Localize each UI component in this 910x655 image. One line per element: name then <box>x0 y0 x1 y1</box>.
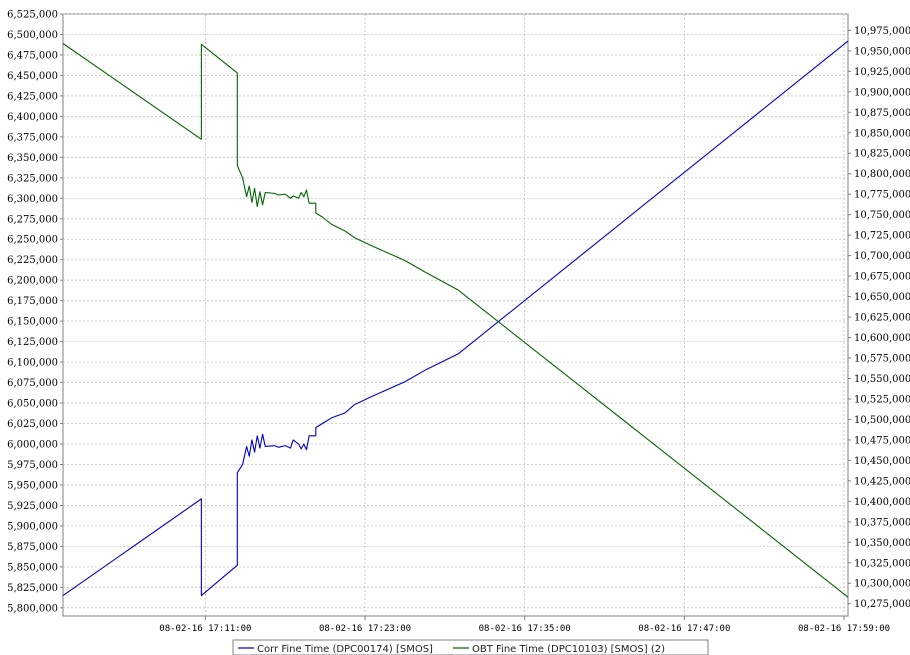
right-axis-tick-label: 10,275,000 <box>854 599 910 610</box>
left-axis-tick-label: 6,450,000 <box>7 71 58 82</box>
x-axis-tick-label: 08-02-16 17:59:00 <box>798 624 890 634</box>
left-axis-tick-label: 5,900,000 <box>7 521 58 532</box>
left-axis-tick-label: 6,150,000 <box>7 317 58 328</box>
right-axis-tick-label: 10,425,000 <box>854 476 910 487</box>
series-lines <box>62 40 849 598</box>
right-axis-tick-label: 10,350,000 <box>854 538 910 549</box>
left-y-axis: 5,800,000 5,825,000 5,850,000 5,875,000 5,90… <box>7 10 63 614</box>
x-axis-tick-label: 08-02-16 17:35:00 <box>479 624 571 634</box>
right-axis-tick-label: 10,475,000 <box>854 435 910 446</box>
x-axis-tick-label: 08-02-16 17:23:00 <box>319 624 411 634</box>
left-axis-tick-label: 5,925,000 <box>7 501 58 512</box>
left-axis-tick-label: 6,325,000 <box>7 173 58 184</box>
left-axis-tick-label: 6,300,000 <box>7 194 58 205</box>
right-axis-tick-label: 10,550,000 <box>854 374 910 385</box>
legend: Corr Fine Time (DPC00174) [SMOS] OBT Fin… <box>232 639 709 655</box>
legend-label-obt: OBT Fine Time (DPC10103) [SMOS] (2) <box>472 644 665 655</box>
right-axis-tick-label: 10,875,000 <box>854 108 910 119</box>
left-axis-tick-label: 6,500,000 <box>7 30 58 41</box>
left-axis-tick-label: 5,950,000 <box>7 480 58 491</box>
left-axis-tick-label: 5,850,000 <box>7 562 58 573</box>
right-axis-tick-label: 10,900,000 <box>854 87 910 98</box>
left-axis-tick-label: 6,275,000 <box>7 214 58 225</box>
right-axis-tick-label: 10,850,000 <box>854 128 910 139</box>
right-axis-tick-label: 10,975,000 <box>854 26 910 37</box>
x-axis: 08-02-16 17:11:00 08-02-16 17:23:00 08-02-… <box>159 616 890 634</box>
right-axis-tick-label: 10,325,000 <box>854 558 910 569</box>
left-axis-tick-label: 6,400,000 <box>7 112 58 123</box>
legend-box <box>232 639 709 655</box>
right-axis-tick-label: 10,700,000 <box>854 251 910 262</box>
right-axis-tick-label: 10,600,000 <box>854 333 910 344</box>
left-axis-tick-label: 5,800,000 <box>7 603 58 614</box>
left-axis-tick-label: 6,175,000 <box>7 296 58 307</box>
left-axis-tick-label: 6,125,000 <box>7 337 58 348</box>
left-axis-tick-label: 6,225,000 <box>7 255 58 266</box>
right-axis-tick-label: 10,825,000 <box>854 149 910 160</box>
left-axis-tick-label: 6,025,000 <box>7 419 58 430</box>
left-axis-tick-label: 6,375,000 <box>7 132 58 143</box>
right-axis-tick-label: 10,500,000 <box>854 415 910 426</box>
left-axis-tick-label: 6,425,000 <box>7 91 58 102</box>
right-axis-tick-label: 10,750,000 <box>854 210 910 221</box>
x-axis-tick-label: 08-02-16 17:47:00 <box>638 624 730 634</box>
left-axis-tick-label: 6,200,000 <box>7 276 58 287</box>
right-y-axis: 10,275,000 10,300,000 10,325,000 10,350,000… <box>848 26 910 610</box>
right-axis-tick-label: 10,575,000 <box>854 354 910 365</box>
left-axis-tick-label: 6,075,000 <box>7 378 58 389</box>
left-axis-tick-label: 6,525,000 <box>7 10 58 21</box>
grid-lines <box>63 13 848 616</box>
left-axis-tick-label: 6,100,000 <box>7 358 58 369</box>
left-axis-tick-label: 6,000,000 <box>7 440 58 451</box>
right-axis-tick-label: 10,800,000 <box>854 169 910 180</box>
left-axis-tick-label: 5,875,000 <box>7 542 58 553</box>
plot-area <box>62 13 849 617</box>
right-axis-tick-label: 10,525,000 <box>854 394 910 405</box>
left-axis-tick-label: 6,350,000 <box>7 153 58 164</box>
right-axis-tick-label: 10,625,000 <box>854 313 910 324</box>
series-line-corr-fine-time <box>62 40 849 597</box>
right-axis-tick-label: 10,925,000 <box>854 67 910 78</box>
series-line-obt-fine-time <box>62 43 849 598</box>
right-axis-tick-label: 10,950,000 <box>854 46 910 57</box>
right-axis-tick-label: 10,400,000 <box>854 497 910 508</box>
right-axis-tick-label: 10,675,000 <box>854 272 910 283</box>
right-axis-tick-label: 10,775,000 <box>854 190 910 201</box>
left-axis-tick-label: 6,050,000 <box>7 399 58 410</box>
right-axis-tick-label: 10,650,000 <box>854 292 910 303</box>
left-axis-tick-label: 5,975,000 <box>7 460 58 471</box>
right-axis-tick-label: 10,725,000 <box>854 231 910 242</box>
left-axis-tick-label: 6,475,000 <box>7 50 58 61</box>
right-axis-tick-label: 10,450,000 <box>854 456 910 467</box>
legend-label-corr: Corr Fine Time (DPC00174) [SMOS] <box>257 644 433 655</box>
left-axis-tick-label: 6,250,000 <box>7 235 58 246</box>
x-axis-tick-label: 08-02-16 17:11:00 <box>159 624 251 634</box>
left-axis-tick-label: 5,825,000 <box>7 583 58 594</box>
right-axis-tick-label: 10,375,000 <box>854 517 910 528</box>
right-axis-tick-label: 10,300,000 <box>854 579 910 590</box>
